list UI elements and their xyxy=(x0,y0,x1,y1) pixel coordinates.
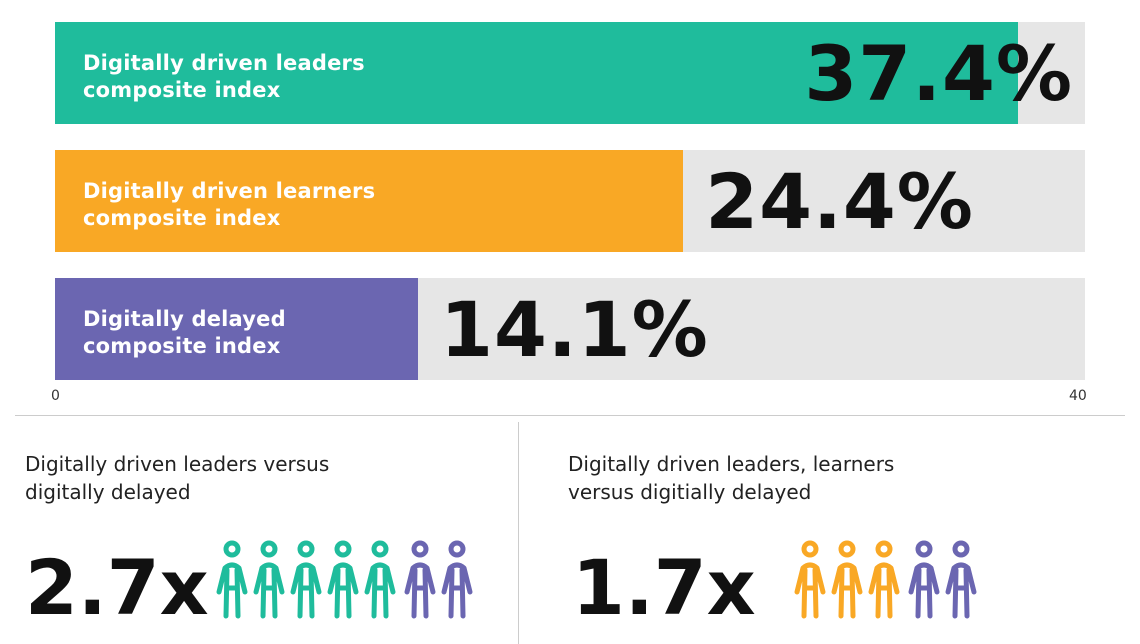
bar-label-delayed-line1: Digitally delayed xyxy=(83,307,286,331)
person-icon xyxy=(290,540,322,619)
comparison-heading-left-line2: digitally delayed xyxy=(25,480,191,504)
person-icon xyxy=(364,540,396,619)
comparison-heading-left-line1: Digitally driven leaders versus xyxy=(25,452,330,476)
person-icon xyxy=(794,540,826,619)
comparison-value-left: 2.7x xyxy=(25,543,209,632)
comparison-heading-right-line1: Digitally driven leaders, learners xyxy=(568,452,895,476)
bar-label-learners-line1: Digitally driven learners xyxy=(83,179,376,203)
person-icon xyxy=(327,540,359,619)
horizontal-divider xyxy=(15,415,1125,416)
person-icon xyxy=(441,540,473,619)
bar-label-leaders-line2: composite index xyxy=(83,78,281,102)
person-icon xyxy=(868,540,900,619)
bar-value-leaders: 37.4% xyxy=(804,29,1073,118)
x-tick-min: 0 xyxy=(51,388,60,404)
bar-track-delayed: Digitally delayed composite index 14.1% xyxy=(55,278,1085,380)
x-tick-max: 40 xyxy=(1069,388,1087,404)
person-icon xyxy=(908,540,940,619)
person-icon xyxy=(216,540,248,619)
bar-value-delayed: 14.1% xyxy=(440,285,709,374)
bar-label-learners-line2: composite index xyxy=(83,206,281,230)
comparison-heading-right: Digitally driven leaders, learners versu… xyxy=(568,450,988,506)
person-icon xyxy=(404,540,436,619)
bar-learners xyxy=(55,150,684,252)
people-icons-right xyxy=(794,540,977,619)
bar-label-delayed: Digitally delayed composite index xyxy=(83,306,403,360)
bar-label-leaders: Digitally driven leaders composite index xyxy=(83,50,403,104)
bar-value-learners: 24.4% xyxy=(705,157,974,246)
bar-track-learners: Digitally driven learners composite inde… xyxy=(55,150,1085,252)
comparison-value-right: 1.7x xyxy=(572,543,756,632)
bar-leaders xyxy=(55,22,1019,124)
bar-label-leaders-line1: Digitally driven leaders xyxy=(83,51,365,75)
comparison-heading-right-line2: versus digitially delayed xyxy=(568,480,812,504)
comparison-heading-left: Digitally driven leaders versus digitall… xyxy=(25,450,445,506)
person-icon xyxy=(253,540,285,619)
bar-label-delayed-line2: composite index xyxy=(83,334,281,358)
bar-delayed xyxy=(55,278,419,380)
bar-track-leaders: Digitally driven leaders composite index… xyxy=(55,22,1085,124)
person-icon xyxy=(831,540,863,619)
bar-label-learners: Digitally driven learners composite inde… xyxy=(83,178,403,232)
person-icon xyxy=(945,540,977,619)
people-icons-left xyxy=(216,540,473,619)
vertical-divider xyxy=(518,422,519,644)
